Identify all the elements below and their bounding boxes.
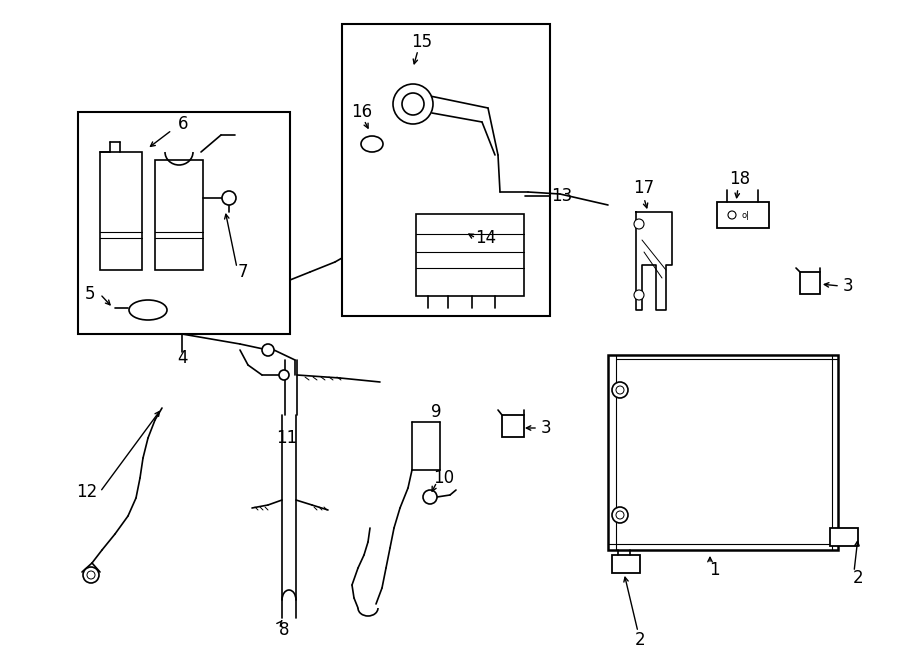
Text: 8: 8 [279,621,289,639]
Circle shape [616,511,624,519]
Bar [608,355,838,550]
Circle shape [393,84,433,124]
Bar [502,415,524,437]
Text: 11: 11 [276,429,298,447]
Bar [416,214,524,296]
Circle shape [612,507,628,523]
Circle shape [222,191,236,205]
Text: o|: o| [741,210,749,219]
Bar [342,24,550,316]
Text: 16: 16 [351,103,373,121]
Circle shape [83,567,99,583]
Text: 12: 12 [76,483,97,501]
Text: 18: 18 [729,170,751,188]
Text: 13: 13 [552,187,572,205]
Text: 17: 17 [634,179,654,197]
Circle shape [728,211,736,219]
Text: 7: 7 [238,263,248,281]
Circle shape [634,219,644,229]
Text: 2: 2 [852,569,863,587]
Circle shape [87,571,95,579]
Circle shape [612,382,628,398]
Text: 9: 9 [431,403,441,421]
Ellipse shape [129,300,167,320]
Text: 14: 14 [475,229,497,247]
Bar [612,555,640,573]
Ellipse shape [361,136,383,152]
Text: 6: 6 [178,115,188,133]
Text: 3: 3 [842,277,853,295]
Text: 1: 1 [708,561,719,579]
Circle shape [279,370,289,380]
Bar [100,152,142,270]
Bar [830,528,858,546]
Circle shape [402,93,424,115]
Text: 10: 10 [434,469,454,487]
Text: 15: 15 [411,33,433,51]
Bar [78,112,290,334]
Bar [800,272,820,294]
Text: 2: 2 [634,631,645,649]
Circle shape [423,490,437,504]
Text: 3: 3 [541,419,552,437]
Circle shape [634,290,644,300]
Bar [717,202,769,228]
Circle shape [616,386,624,394]
Bar [155,160,203,270]
Text: 5: 5 [85,285,95,303]
Circle shape [262,344,274,356]
Text: 4: 4 [176,349,187,367]
